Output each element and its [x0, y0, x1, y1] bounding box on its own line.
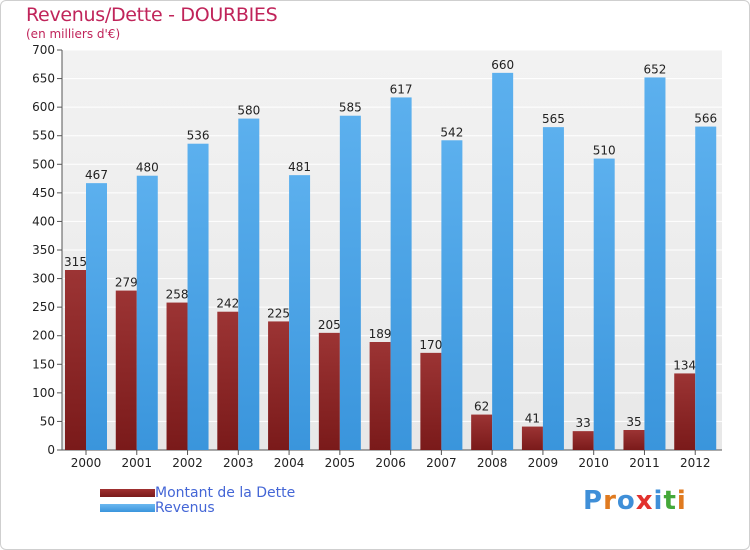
value-label-dette: 134 [673, 358, 696, 372]
x-tick-label: 2010 [578, 456, 609, 470]
value-label-dette: 225 [267, 306, 290, 320]
y-tick-label: 50 [40, 414, 55, 428]
y-tick-label: 0 [47, 443, 55, 457]
bar-revenus [339, 115, 361, 450]
value-label-revenus: 542 [440, 125, 463, 139]
x-tick-label: 2012 [680, 456, 711, 470]
bar-dette [65, 270, 86, 450]
bar-dette [471, 414, 493, 450]
y-tick-label: 550 [32, 129, 55, 143]
legend-label-revenus: Revenus [155, 500, 215, 516]
value-label-dette: 41 [525, 412, 540, 426]
bar-revenus [492, 72, 514, 450]
value-label-dette: 35 [626, 415, 641, 429]
logo-letter: o [616, 486, 636, 516]
bar-dette [115, 290, 137, 450]
x-tick-label: 2001 [121, 456, 152, 470]
y-tick-label: 500 [32, 157, 55, 171]
chart-subtitle: (en milliers d'€) [26, 27, 121, 41]
bar-dette [572, 431, 594, 450]
value-label-dette: 279 [115, 276, 138, 290]
value-label-dette: 170 [419, 338, 442, 352]
value-label-revenus: 467 [85, 168, 108, 182]
y-tick-label: 350 [32, 243, 55, 257]
chart-title: Revenus/Dette - DOURBIES [26, 4, 278, 26]
value-label-dette: 189 [369, 327, 392, 341]
bar-dette [268, 321, 290, 450]
value-label-dette: 242 [216, 297, 239, 311]
x-tick-label: 2004 [274, 456, 305, 470]
value-label-dette: 315 [64, 255, 87, 269]
logo-letter: x [635, 486, 654, 516]
bar-dette [318, 332, 340, 450]
bar-revenus [390, 97, 412, 450]
legend-label-dette: Montant de la Dette [155, 485, 296, 501]
x-tick-label: 2007 [426, 456, 457, 470]
legend-swatch-revenus [100, 504, 155, 512]
y-tick-label: 600 [32, 100, 55, 114]
bar-dette [674, 373, 696, 450]
value-label-revenus: 652 [644, 62, 667, 76]
value-label-revenus: 510 [593, 144, 616, 158]
x-tick-label: 2008 [477, 456, 508, 470]
x-tick-label: 2002 [172, 456, 203, 470]
value-label-revenus: 660 [491, 58, 514, 72]
legend-swatch-dette [100, 489, 155, 497]
logo-letter: t [663, 486, 677, 516]
logo-letter: i [676, 486, 687, 516]
bar-dette [521, 426, 543, 450]
value-label-revenus: 617 [390, 82, 413, 96]
value-label-revenus: 481 [288, 160, 311, 174]
bar-dette [369, 342, 391, 450]
bar-revenus [695, 126, 717, 451]
bar-dette [420, 352, 442, 450]
value-label-dette: 205 [318, 318, 341, 332]
proxiti-logo: Proxiti [583, 486, 687, 516]
x-tick-label: 2011 [629, 456, 660, 470]
y-tick-label: 100 [32, 386, 55, 400]
y-tick-label: 200 [32, 329, 55, 343]
bar-revenus [289, 175, 311, 450]
y-tick-label: 150 [32, 357, 55, 371]
bar-revenus [187, 143, 209, 450]
y-tick-label: 250 [32, 300, 55, 314]
y-tick-label: 650 [32, 72, 55, 86]
x-tick-label: 2003 [223, 456, 254, 470]
logo-letter: i [653, 486, 664, 516]
logo-letter: P [583, 486, 604, 516]
x-tick-label: 2005 [325, 456, 356, 470]
x-tick-label: 2006 [375, 456, 406, 470]
bar-dette [217, 311, 239, 450]
bar-revenus [542, 127, 564, 451]
bar-dette [166, 302, 188, 450]
bar-revenus [238, 118, 260, 451]
bar-revenus [593, 158, 615, 451]
value-label-dette: 258 [166, 288, 189, 302]
value-label-revenus: 580 [237, 104, 260, 118]
bar-revenus [86, 183, 107, 450]
value-label-revenus: 480 [136, 161, 159, 175]
value-label-dette: 62 [474, 400, 489, 414]
value-label-revenus: 536 [187, 129, 210, 143]
value-label-revenus: 566 [694, 112, 717, 126]
y-tick-label: 400 [32, 214, 55, 228]
logo-letter: r [603, 486, 617, 516]
value-label-dette: 33 [576, 416, 591, 430]
y-tick-label: 300 [32, 272, 55, 286]
value-label-revenus: 565 [542, 112, 565, 126]
bar-revenus [441, 140, 463, 451]
bar-dette [623, 430, 645, 450]
x-tick-label: 2000 [71, 456, 102, 470]
value-label-revenus: 585 [339, 101, 362, 115]
bar-revenus [136, 175, 158, 450]
x-tick-label: 2009 [528, 456, 559, 470]
y-tick-label: 700 [32, 43, 55, 57]
y-tick-label: 450 [32, 186, 55, 200]
bar-revenus [644, 77, 666, 450]
